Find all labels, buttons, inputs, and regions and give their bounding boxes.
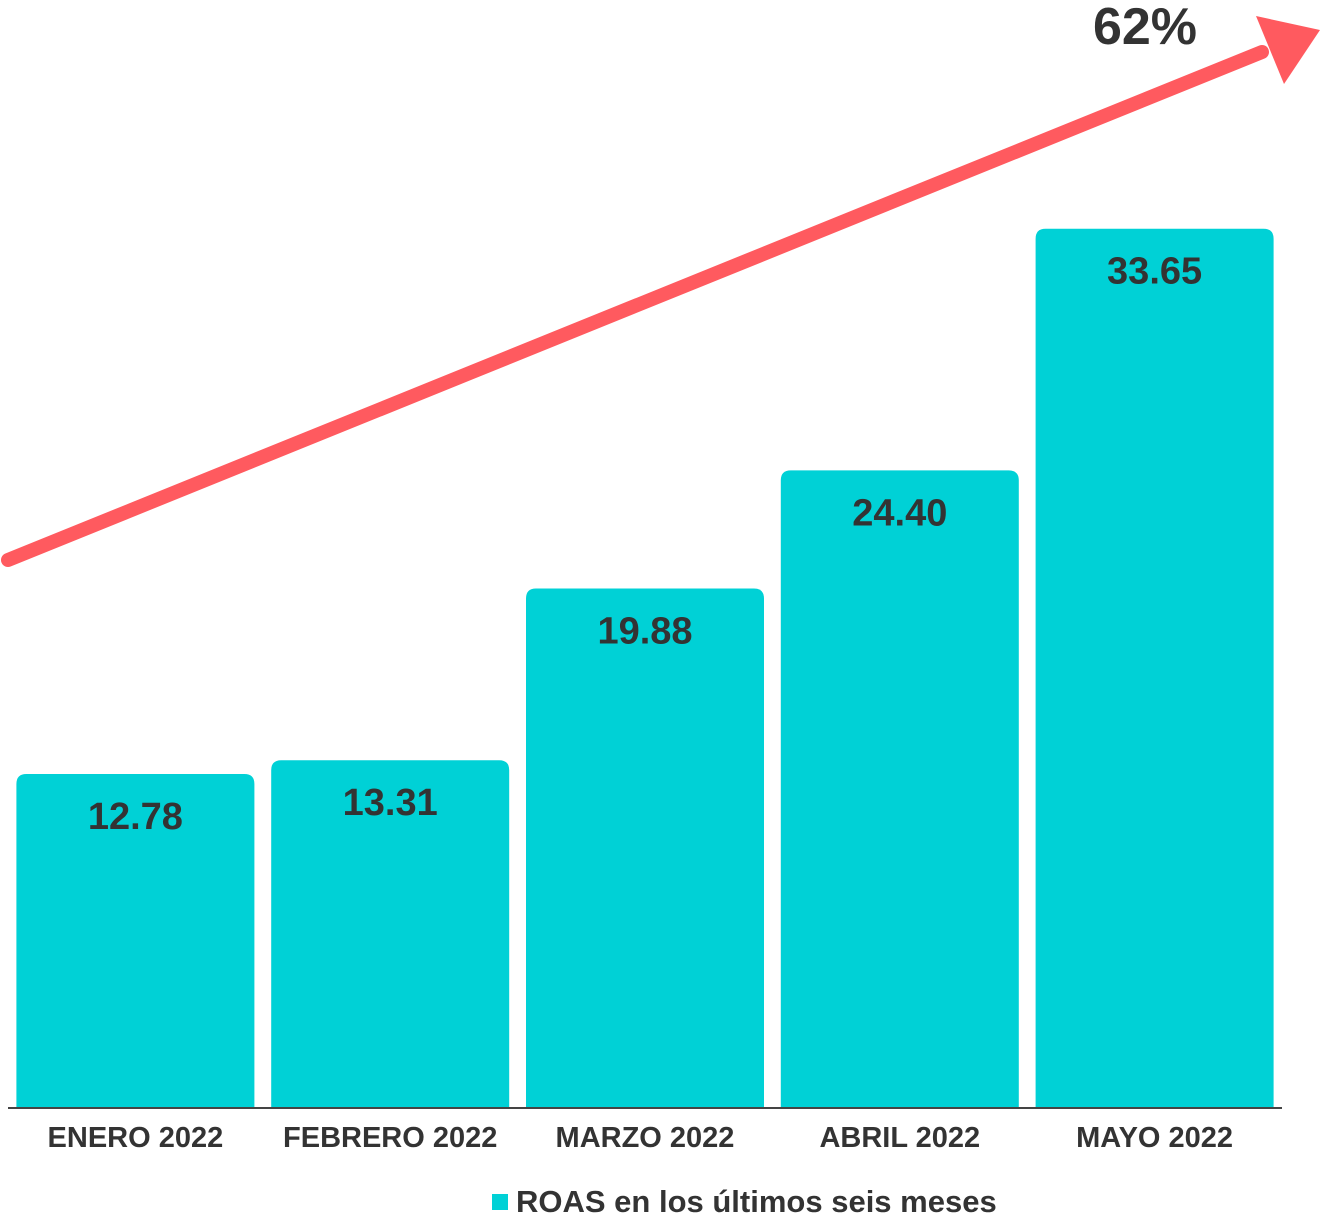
trend-arrow-head xyxy=(1256,16,1320,84)
x-tick-label: FEBRERO 2022 xyxy=(283,1122,497,1154)
bar xyxy=(271,760,510,1108)
x-tick-label: ENERO 2022 xyxy=(48,1122,224,1154)
x-tick-label: ABRIL 2022 xyxy=(819,1122,980,1154)
bar xyxy=(780,470,1019,1109)
bar-value-label: 13.31 xyxy=(343,782,438,824)
trend-arrow-shaft xyxy=(1,45,1269,567)
bar-value-label: 19.88 xyxy=(597,611,692,653)
x-tick-label: MAYO 2022 xyxy=(1076,1122,1233,1154)
legend-label: ROAS en los últimos seis meses xyxy=(516,1184,997,1219)
bar-value-label: 24.40 xyxy=(852,492,947,534)
bar-value-label: 12.78 xyxy=(88,796,183,838)
x-tick-label: MARZO 2022 xyxy=(556,1122,735,1154)
chart-legend: ROAS en los últimos seis meses xyxy=(492,1184,997,1220)
bar xyxy=(526,588,764,1108)
trend-annotation-label: 62% xyxy=(1093,0,1197,56)
bar xyxy=(1035,228,1274,1109)
legend-swatch xyxy=(492,1194,508,1210)
bar-value-label: 33.65 xyxy=(1107,251,1202,293)
bar xyxy=(16,774,255,1108)
